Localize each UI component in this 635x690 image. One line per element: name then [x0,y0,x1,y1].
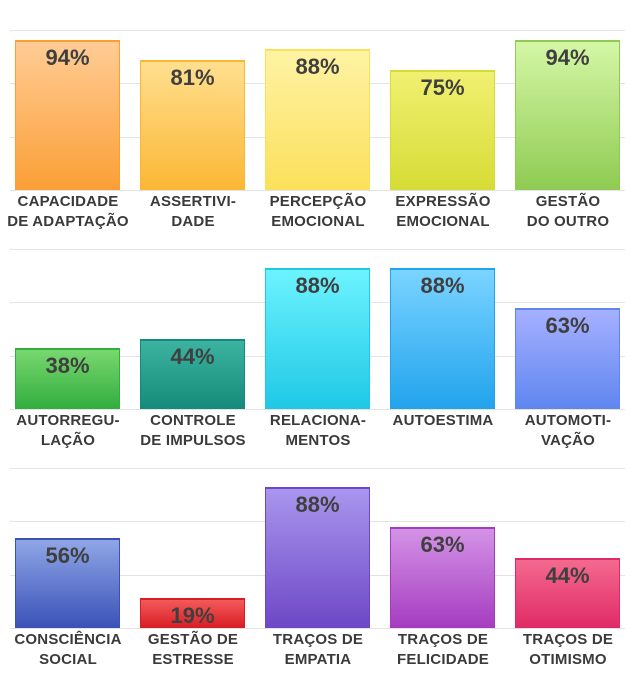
bar: 63% [515,308,620,409]
bar: 88% [265,487,370,628]
bar: 94% [515,40,620,190]
category-label-line: EXPRESSÃO [395,193,491,210]
category-label: AUTOMOTI- VAÇÃO [506,411,630,451]
bar-value-label: 88% [295,273,340,298]
category-label: GESTÃO DE ESTRESSE [131,630,255,670]
category-label-line: RELACIONA- [269,412,367,429]
bar-value-label: 63% [420,532,465,557]
bar: 44% [140,339,245,409]
gridline [10,409,625,410]
category-label-line: GESTÃO [535,193,601,210]
category-label-line: EMOCIONAL [271,213,365,230]
category-label: RELACIONA- MENTOS [256,411,380,451]
gridline [10,249,625,250]
bar-value-label: 38% [45,353,90,378]
bar-value-label: 88% [295,54,340,79]
bar-value-label: 75% [420,75,465,100]
category-label-line: FELICIDADE [397,651,489,668]
category-label-line: LAÇÃO [40,432,96,449]
bar: 56% [15,538,120,628]
gridline [10,190,625,191]
bar: 75% [390,70,495,190]
category-label-line: DO OUTRO [526,213,610,230]
gridline [10,468,625,469]
bar: 63% [390,527,495,628]
category-label-line: MENTOS [285,432,351,449]
category-label-line: CONSCIÊNCIA [14,631,122,648]
category-label: TRAÇOS DE OTIMISMO [506,630,630,670]
gridline [10,628,625,629]
category-label-line: AUTORREGU- [16,412,120,429]
category-label-line: EMOCIONAL [396,213,490,230]
bar: 88% [265,49,370,190]
bar-value-label: 88% [295,492,340,517]
category-label: GESTÃO DO OUTRO [506,192,630,232]
bar-value-label: 94% [45,45,90,70]
bar: 88% [390,268,495,409]
chart-panel: 38% AUTORREGU- LAÇÃO 44% CONTROLE DE IMPULSOS… [0,249,635,468]
category-label-line: TRAÇOS DE [522,631,614,648]
category-label-line: AUTOMOTI- [524,412,612,429]
category-label-line: ESTRESSE [152,651,234,668]
category-label: CAPACIDADE DE ADAPTAÇÃO [6,192,130,232]
bar: 38% [15,348,120,409]
bar: 44% [515,558,620,628]
bar-value-label: 19% [170,603,215,628]
category-label-line: DE IMPULSOS [140,432,246,449]
category-label: ASSERTIVI- DADE [131,192,255,232]
category-label-line: DADE [171,213,215,230]
bar: 81% [140,60,245,190]
bar-value-label: 81% [170,65,215,90]
chart-panel: 56% CONSCIÊNCIA SOCIAL 19% GESTÃO DE ESTRESSE… [0,468,635,687]
bar-value-label: 88% [420,273,465,298]
bar-value-label: 44% [545,563,590,588]
category-label-line: TRAÇOS DE [397,631,489,648]
category-label-line: ASSERTIVI- [149,193,237,210]
category-label-line: CAPACIDADE [17,193,119,210]
bar-value-label: 94% [545,45,590,70]
category-label-line: VAÇÃO [540,432,596,449]
bar: 94% [15,40,120,190]
gridline [10,30,625,31]
bar-value-label: 56% [45,543,90,568]
category-label: AUTOESTIMA [381,411,505,431]
category-label: CONTROLE DE IMPULSOS [131,411,255,451]
bar-value-label: 44% [170,344,215,369]
category-label: PERCEPÇÃO EMOCIONAL [256,192,380,232]
category-label-line: AUTOESTIMA [392,412,494,429]
category-label: EXPRESSÃO EMOCIONAL [381,192,505,232]
category-label-line: DE ADAPTAÇÃO [7,213,129,230]
bar: 88% [265,268,370,409]
category-label-line: OTIMISMO [529,651,607,668]
bar: 19% [140,598,245,628]
category-label: AUTORREGU- LAÇÃO [6,411,130,451]
category-label: CONSCIÊNCIA SOCIAL [6,630,130,670]
category-label-line: PERCEPÇÃO [269,193,367,210]
category-label: TRAÇOS DE FELICIDADE [381,630,505,670]
bar-value-label: 63% [545,313,590,338]
chart-panel: 94% CAPACIDADE DE ADAPTAÇÃO 81% ASSERTIVI- DA… [0,30,635,249]
category-label-line: SOCIAL [39,651,97,668]
category-label: TRAÇOS DE EMPATIA [256,630,380,670]
category-label-line: CONTROLE [150,412,236,429]
category-label-line: TRAÇOS DE [272,631,364,648]
category-label-line: EMPATIA [284,651,352,668]
category-label-line: GESTÃO DE [147,631,239,648]
